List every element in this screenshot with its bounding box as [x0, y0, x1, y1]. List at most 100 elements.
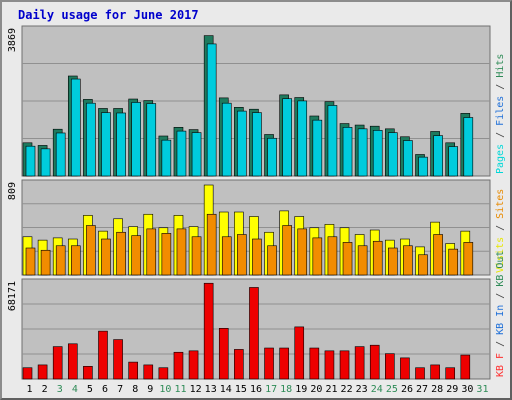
legend-entry: KB In	[495, 305, 506, 335]
bar-sites-day-24	[372, 240, 383, 276]
y-max-label-kbytes: 68171	[7, 281, 18, 311]
bar-sites-day-12	[191, 236, 202, 276]
bar-sites-day-6	[101, 238, 111, 276]
bar-sites-day-1	[25, 247, 36, 276]
legend-entry: /	[495, 335, 506, 353]
bar-sites-day-25	[388, 247, 398, 276]
bar-sites-day-10	[161, 233, 172, 276]
bar-pages-day-7	[116, 112, 126, 177]
bar-pages-day-27	[418, 156, 428, 177]
bar-kb-f-day-30	[460, 354, 471, 380]
y-max-label-hits-pages-files: 3869	[7, 28, 18, 52]
bar-pages-day-23	[357, 128, 368, 177]
bar-pages-day-26	[403, 140, 413, 177]
legend-entry: Visits	[495, 237, 506, 273]
legend-entry: /	[495, 78, 506, 96]
bar-pages-day-4	[70, 78, 81, 177]
legend-entry: /	[495, 126, 506, 144]
bar-sites-day-14	[221, 236, 232, 276]
y-max-label-sites-visits: 809	[7, 182, 18, 200]
x-tick-label: 31	[476, 384, 488, 395]
legend-hits-pages-files: Pages / Files / Hits	[495, 54, 506, 174]
legend-entry: Pages	[495, 144, 506, 174]
x-tick-label: 2	[42, 384, 48, 395]
bar-kb-f-day-11	[173, 351, 184, 380]
bar-pages-day-25	[388, 132, 398, 177]
bar-pages-day-14	[221, 102, 232, 177]
bar-sites-day-30	[463, 242, 474, 276]
bar-sites-day-17	[267, 245, 277, 276]
x-tick-label: 6	[102, 384, 108, 395]
bar-kb-f-day-18	[279, 347, 289, 380]
legend-kbytes: KB F / KB In / KB Out	[495, 251, 506, 377]
bar-kb-f-day-9	[143, 364, 154, 380]
x-tick-label: 17	[265, 384, 277, 395]
x-tick-label: 25	[386, 384, 398, 395]
x-tick-label: 3	[57, 384, 63, 395]
bar-kb-f-day-27	[415, 367, 425, 380]
bar-pages-day-11	[176, 130, 187, 177]
x-tick-label: 30	[461, 384, 473, 395]
bar-pages-day-15	[237, 110, 247, 177]
x-tick-label: 27	[416, 384, 428, 395]
bar-sites-day-7	[116, 231, 126, 276]
x-tick-label: 5	[87, 384, 93, 395]
bar-pages-day-5	[86, 102, 96, 177]
x-tick-label: 13	[205, 384, 217, 395]
x-tick-label: 10	[159, 384, 171, 395]
x-tick-label: 23	[356, 384, 368, 395]
bar-pages-day-1	[25, 145, 36, 177]
bar-pages-day-22	[342, 127, 353, 177]
bar-pages-day-18	[282, 98, 292, 177]
legend-entry: /	[495, 219, 506, 237]
x-tick-label: 8	[132, 384, 138, 395]
bar-kb-f-day-22	[339, 350, 350, 380]
x-tick-label: 28	[431, 384, 443, 395]
bar-pages-day-19	[297, 100, 308, 177]
bar-kb-f-day-16	[249, 287, 259, 380]
bar-sites-day-20	[312, 237, 323, 276]
bar-kb-f-day-26	[400, 357, 410, 380]
bar-sites-day-11	[176, 228, 187, 276]
bar-kb-f-day-6	[98, 330, 108, 380]
x-tick-label: 9	[147, 384, 153, 395]
bar-kb-f-day-19	[294, 326, 305, 380]
bar-pages-day-8	[131, 102, 141, 177]
bar-kb-f-day-28	[430, 364, 440, 380]
x-tick-label: 26	[401, 384, 413, 395]
bar-kb-f-day-25	[385, 353, 395, 380]
x-tick-label: 19	[295, 384, 307, 395]
x-tick-label: 12	[190, 384, 202, 395]
bar-kb-f-day-12	[188, 350, 199, 380]
bar-kb-f-day-20	[309, 347, 320, 380]
bar-kb-f-day-29	[445, 367, 456, 380]
bar-sites-day-5	[86, 225, 96, 276]
legend-entry: KB F	[495, 353, 506, 377]
x-tick-label: 14	[220, 384, 232, 395]
bar-sites-day-22	[342, 242, 353, 276]
bar-pages-day-16	[252, 112, 262, 177]
bar-pages-day-2	[40, 148, 51, 177]
bar-sites-day-15	[237, 234, 247, 276]
bar-kb-f-day-10	[158, 367, 169, 380]
bar-kb-f-day-1	[22, 367, 33, 380]
bar-sites-day-28	[433, 234, 443, 276]
bar-kb-f-day-17	[264, 347, 274, 380]
bar-kb-f-day-7	[113, 339, 123, 380]
bar-kb-f-day-8	[128, 361, 138, 380]
bar-pages-day-29	[448, 146, 459, 177]
bar-kb-f-day-5	[83, 366, 93, 380]
bar-kb-f-day-21	[324, 350, 335, 380]
legend-entry: KB Out	[495, 251, 506, 287]
bar-sites-day-16	[252, 238, 262, 276]
x-tick-label: 20	[310, 384, 322, 395]
x-tick-label: 11	[174, 384, 186, 395]
bar-pages-day-12	[191, 132, 202, 177]
legend-sites-visits: Visits / Sites	[495, 189, 506, 273]
bar-pages-day-28	[433, 135, 443, 177]
x-tick-label: 15	[235, 384, 247, 395]
bar-sites-day-2	[40, 249, 51, 276]
bar-sites-day-3	[55, 245, 66, 276]
legend-entry: Sites	[495, 189, 506, 219]
